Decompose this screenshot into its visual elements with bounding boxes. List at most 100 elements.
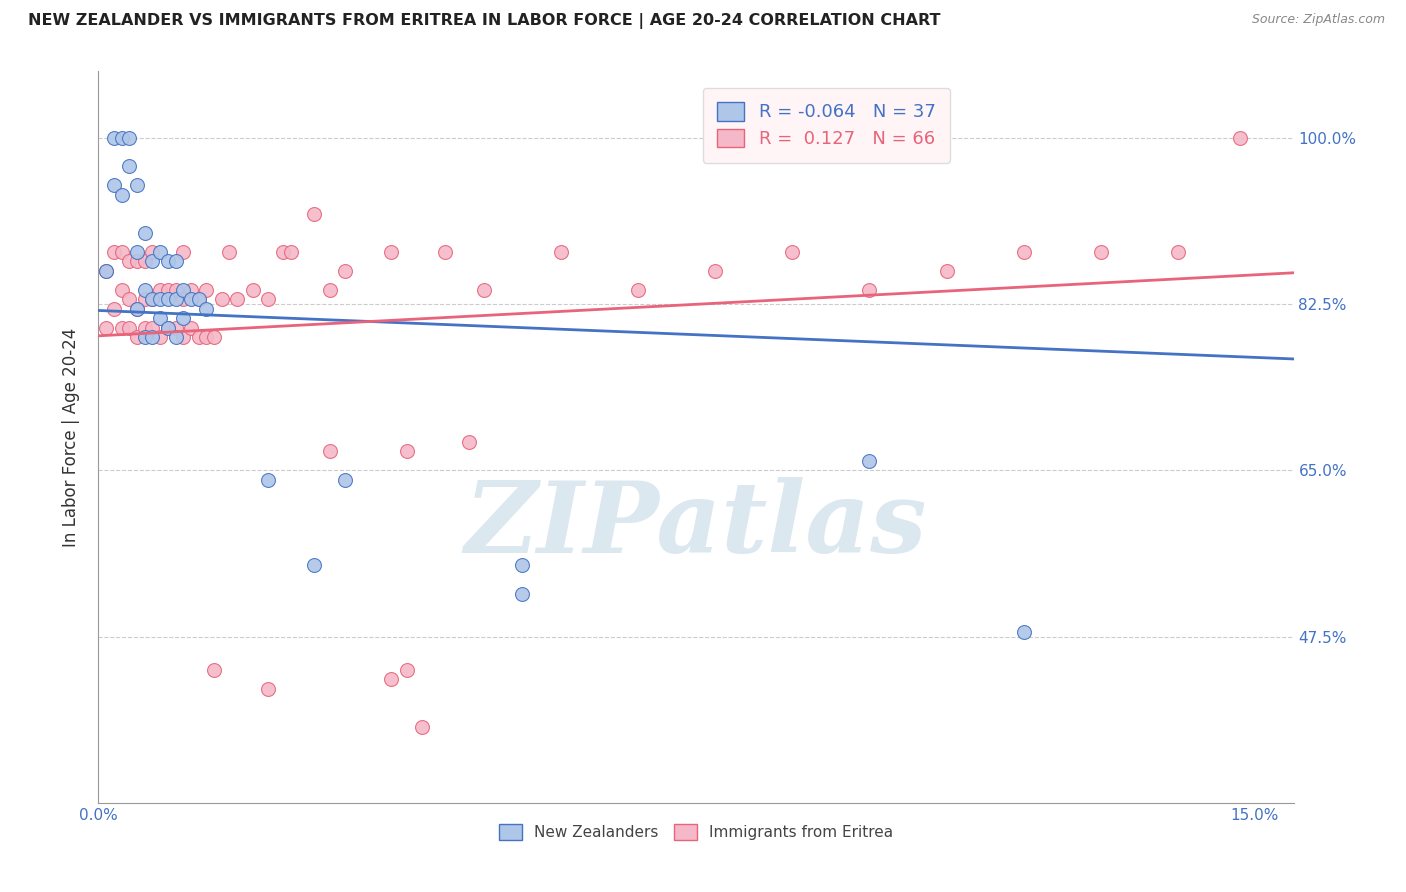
Point [333,264,356,278]
Point [165,283,187,297]
Point [94,264,117,278]
Point [118,131,141,145]
Point [512,587,534,601]
Point [858,283,880,297]
Point [125,178,148,193]
Point [858,454,880,468]
Point [627,283,650,297]
Point [165,330,187,344]
Point [211,293,233,307]
Legend: New Zealanders, Immigrants from Eritrea: New Zealanders, Immigrants from Eritrea [494,818,898,847]
Y-axis label: In Labor Force | Age 20-24: In Labor Force | Age 20-24 [62,327,80,547]
Point [156,321,179,335]
Point [103,244,125,259]
Point [319,444,342,458]
Text: Source: ZipAtlas.com: Source: ZipAtlas.com [1251,13,1385,27]
Point [110,131,132,145]
Point [110,244,132,259]
Point [380,673,402,687]
Point [202,663,225,677]
Text: ZIPatlas: ZIPatlas [465,476,927,573]
Point [411,720,433,734]
Point [110,187,132,202]
Point [187,293,209,307]
Point [195,283,218,297]
Point [180,321,202,335]
Point [165,321,187,335]
Point [172,244,194,259]
Point [1167,244,1189,259]
Point [1090,244,1112,259]
Point [304,207,326,221]
Point [156,321,179,335]
Point [550,244,572,259]
Point [195,330,218,344]
Point [149,330,172,344]
Point [103,178,125,193]
Point [180,293,202,307]
Point [457,434,479,449]
Point [125,301,148,316]
Point [172,311,194,326]
Point [141,293,163,307]
Point [134,293,156,307]
Point [257,293,280,307]
Point [125,254,148,268]
Point [935,264,957,278]
Point [319,283,342,297]
Point [134,321,156,335]
Point [782,244,804,259]
Point [125,301,148,316]
Point [110,283,132,297]
Point [512,558,534,573]
Point [187,293,209,307]
Point [134,254,156,268]
Point [141,293,163,307]
Point [226,293,249,307]
Point [202,330,225,344]
Point [257,473,280,487]
Point [1012,244,1035,259]
Point [125,330,148,344]
Point [304,558,326,573]
Text: NEW ZEALANDER VS IMMIGRANTS FROM ERITREA IN LABOR FORCE | AGE 20-24 CORRELATION : NEW ZEALANDER VS IMMIGRANTS FROM ERITREA… [28,13,941,29]
Point [172,330,194,344]
Point [125,244,148,259]
Point [110,321,132,335]
Point [434,244,457,259]
Point [180,283,202,297]
Point [149,293,172,307]
Point [333,473,356,487]
Point [172,283,194,297]
Point [156,254,179,268]
Point [165,293,187,307]
Point [118,159,141,173]
Point [134,283,156,297]
Point [218,244,240,259]
Point [149,311,172,326]
Point [141,321,163,335]
Point [280,244,302,259]
Point [118,321,141,335]
Point [134,226,156,240]
Point [1012,624,1035,639]
Point [103,301,125,316]
Point [94,264,117,278]
Point [149,283,172,297]
Point [149,244,172,259]
Point [187,330,209,344]
Point [395,663,418,677]
Point [141,330,163,344]
Point [472,283,495,297]
Point [118,293,141,307]
Point [94,321,117,335]
Point [156,293,179,307]
Point [134,330,156,344]
Point [273,244,295,259]
Point [103,131,125,145]
Point [195,301,218,316]
Point [156,283,179,297]
Point [165,254,187,268]
Point [118,254,141,268]
Point [257,681,280,696]
